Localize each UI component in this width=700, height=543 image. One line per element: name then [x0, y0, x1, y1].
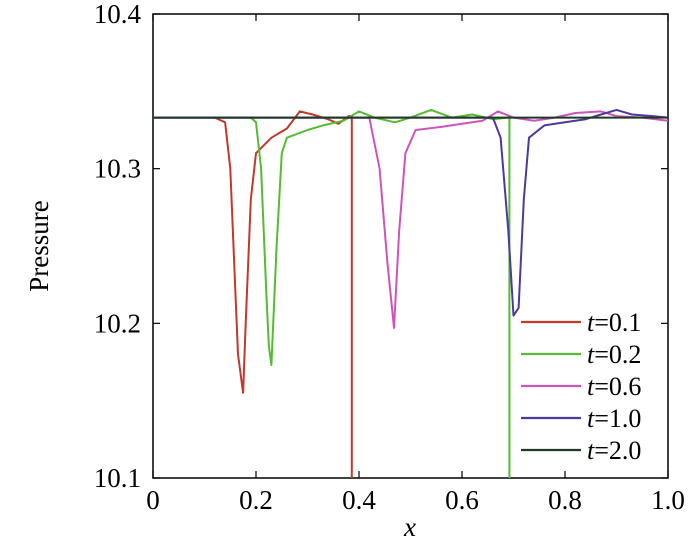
legend-var: t	[587, 340, 595, 369]
y-tick-label: 10.1	[94, 463, 141, 493]
legend-label-2: t=0.6	[587, 372, 641, 401]
x-tick-label: 0.4	[342, 485, 376, 515]
series-line-3	[153, 108, 669, 317]
x-axis-label: x	[403, 512, 416, 542]
x-tick-label: 0	[146, 485, 160, 515]
axis-ticks: 0 0.2 0.4 0.6 0.8 1.0 10.1 10.2 10.3 10.4	[94, 0, 685, 515]
legend-var: t	[587, 372, 595, 401]
legend-var: t	[587, 404, 595, 433]
legend-label-3: t=1.0	[587, 404, 641, 433]
plot-frame	[152, 13, 669, 479]
series-lines	[153, 108, 669, 478]
legend-var: t	[587, 308, 595, 337]
x-tick-label: 0.2	[239, 485, 273, 515]
legend-value: =0.1	[594, 308, 641, 337]
series-line-1	[153, 108, 511, 478]
legend-value: =0.6	[594, 372, 641, 401]
series-line-0	[153, 110, 353, 478]
legend-value: =0.2	[594, 340, 641, 369]
legend: t=0.1t=0.2t=0.6t=1.0t=2.0	[521, 308, 641, 465]
x-tick-label: 0.6	[445, 485, 479, 515]
legend-var: t	[587, 436, 595, 465]
legend-value: =2.0	[594, 436, 641, 465]
y-tick-label: 10.3	[94, 154, 141, 184]
legend-label-1: t=0.2	[587, 340, 641, 369]
y-axis-label: Pressure	[24, 200, 54, 291]
series-line-2	[153, 110, 669, 329]
y-tick-label: 10.4	[94, 0, 142, 29]
legend-label-4: t=2.0	[587, 436, 641, 465]
x-tick-label: 0.8	[548, 485, 582, 515]
legend-label-0: t=0.1	[587, 308, 641, 337]
x-tick-label: 1.0	[651, 485, 685, 515]
legend-value: =1.0	[594, 404, 641, 433]
y-tick-label: 10.2	[94, 308, 141, 338]
